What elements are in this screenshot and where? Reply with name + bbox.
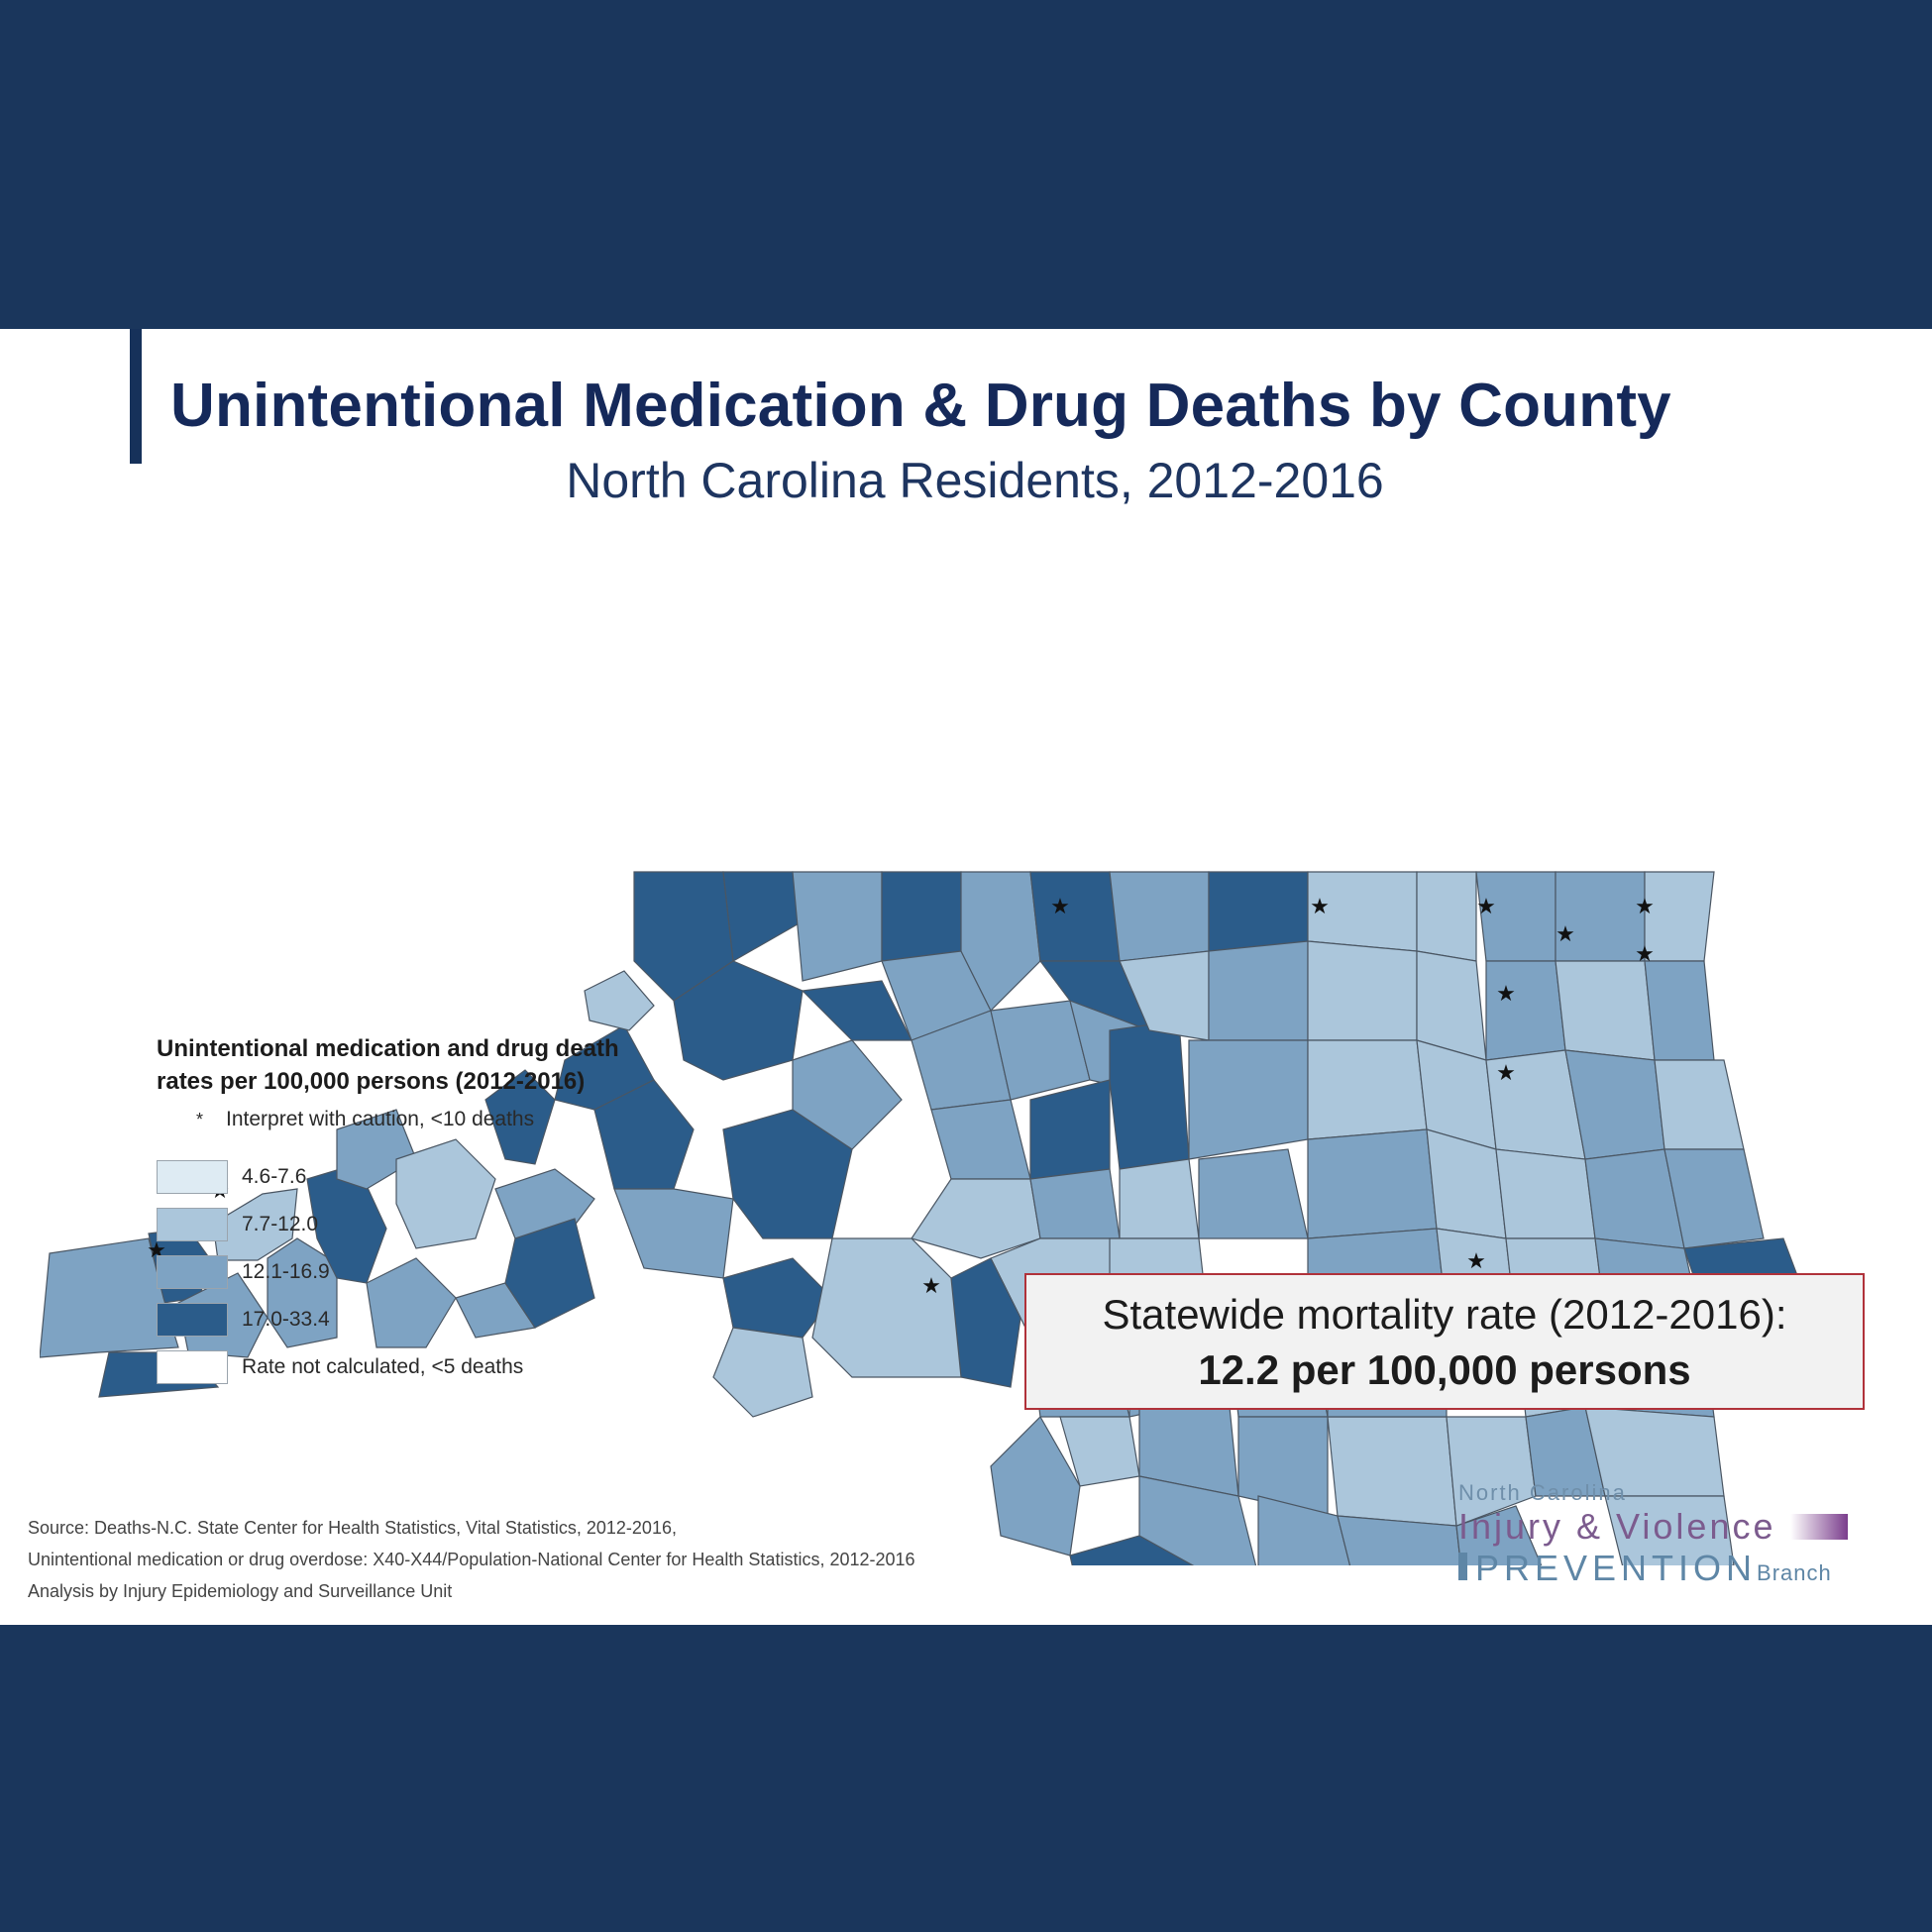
source-line: Analysis by Injury Epidemiology and Surv… — [28, 1581, 453, 1601]
legend-label: 7.7-12.0 — [242, 1213, 319, 1235]
county-region — [1138, 1475, 1257, 1565]
county-region — [990, 1416, 1081, 1556]
county-region — [1644, 960, 1715, 1061]
county-region — [1455, 1505, 1543, 1565]
county-region — [584, 970, 655, 1031]
county-region — [930, 1099, 1031, 1180]
county-region — [1109, 871, 1210, 962]
county-region — [593, 1079, 695, 1190]
logo-injury-text: Injury & Violence — [1458, 1506, 1776, 1547]
county-region — [1555, 960, 1656, 1061]
county-region — [1644, 871, 1715, 962]
logo-line-prevention: PREVENTION Branch — [1458, 1548, 1924, 1589]
caution-star-icon: ★ — [1466, 1249, 1486, 1274]
legend-swatch — [157, 1160, 228, 1194]
caution-star-icon: ★ — [921, 1274, 941, 1299]
county-region — [960, 871, 1041, 1013]
source-line: Unintentional medication or drug overdos… — [28, 1550, 915, 1569]
caution-star-icon: ★ — [1556, 922, 1575, 947]
county-region — [1198, 1148, 1309, 1239]
county-region — [1307, 1039, 1428, 1140]
legend-swatch — [157, 1303, 228, 1337]
logo-line-injury: Injury & Violence — [1458, 1506, 1924, 1548]
legend-swatch — [157, 1350, 228, 1384]
caution-star-icon: ★ — [1635, 942, 1655, 967]
legend-label: 4.6-7.6 — [242, 1165, 307, 1188]
logo-line-state: North Carolina — [1458, 1480, 1627, 1505]
county-region — [1604, 1495, 1735, 1565]
county-region — [1307, 940, 1418, 1041]
logo-branch-text: Branch — [1757, 1560, 1832, 1585]
caution-star-icon: ★ — [1496, 1061, 1516, 1086]
county-region — [366, 1257, 457, 1348]
legend-item: 17.0-33.4 — [157, 1296, 771, 1343]
county-region — [1327, 1416, 1457, 1527]
county-region — [712, 1327, 813, 1418]
logo-prevention-text: PREVENTION — [1475, 1548, 1758, 1588]
statewide-rate-box: Statewide mortality rate (2012-2016): 12… — [1024, 1273, 1865, 1410]
county-region — [1337, 1515, 1462, 1565]
county-region — [395, 1138, 496, 1249]
legend-label: Rate not calculated, <5 deaths — [242, 1355, 524, 1378]
county-region — [613, 1188, 734, 1279]
page-title: Unintentional Medication & Drug Deaths b… — [170, 372, 1671, 440]
county-region — [1237, 1416, 1329, 1517]
county-region — [1485, 960, 1566, 1061]
county-region — [1208, 871, 1309, 952]
legend-item: 4.6-7.6 — [157, 1153, 771, 1201]
caution-star-icon: ★ — [1496, 982, 1516, 1007]
county-region — [1555, 871, 1646, 962]
source-line: Source: Deaths-N.C. State Center for Hea… — [28, 1518, 677, 1538]
statewide-rate-label: Statewide mortality rate (2012-2016): — [1102, 1291, 1787, 1338]
county-region — [1029, 1079, 1111, 1180]
county-region — [792, 871, 883, 982]
legend-caution-label: Interpret with caution, <10 deaths — [226, 1108, 535, 1130]
logo-mark — [1458, 1553, 1467, 1580]
county-region — [1029, 871, 1121, 962]
slide: Unintentional Medication & Drug Deaths b… — [0, 329, 1932, 1625]
county-region — [1188, 1039, 1309, 1160]
legend-item: 7.7-12.0 — [157, 1201, 771, 1248]
county-region — [1109, 1020, 1190, 1170]
caution-star-icon: ★ — [1635, 895, 1655, 919]
county-region — [911, 1178, 1041, 1259]
county-region — [1069, 1535, 1195, 1565]
county-region — [484, 1069, 556, 1165]
county-region — [1119, 1158, 1200, 1239]
county-region — [881, 871, 962, 962]
county-region — [1664, 1148, 1765, 1249]
page-subtitle: North Carolina Residents, 2012-2016 — [566, 453, 1384, 508]
legend-item: 12.1-16.9 — [157, 1248, 771, 1296]
legend-label: 17.0-33.4 — [242, 1308, 330, 1331]
star-icon: * — [196, 1109, 204, 1129]
legend-item: Rate not calculated, <5 deaths — [157, 1343, 771, 1391]
legend-swatch — [157, 1255, 228, 1289]
county-region — [1416, 871, 1477, 962]
legend-caution-note: * Interpret with caution, <10 deaths — [157, 1108, 771, 1131]
legend-swatch — [157, 1208, 228, 1241]
county-region — [1495, 1148, 1596, 1239]
legend-label: 12.1-16.9 — [242, 1260, 330, 1283]
county-region — [811, 1237, 962, 1378]
title-accent-bar — [130, 329, 142, 464]
caution-star-icon: ★ — [1476, 895, 1496, 919]
source-citation: Source: Deaths-N.C. State Center for Hea… — [28, 1512, 1316, 1607]
county-region — [267, 1237, 338, 1348]
caution-star-icon: ★ — [1050, 895, 1070, 919]
logo-gradient-bar — [1789, 1514, 1848, 1540]
statewide-rate-value: 12.2 per 100,000 persons — [1198, 1346, 1691, 1393]
county-region — [1654, 1059, 1745, 1150]
county-region — [722, 871, 804, 962]
legend-title: Unintentional medication and drug death … — [157, 1035, 619, 1095]
county-region — [1208, 940, 1309, 1041]
county-region — [504, 1218, 595, 1329]
ivpb-logo: North Carolina Injury & Violence PREVENT… — [1458, 1480, 1924, 1599]
county-region — [1029, 1168, 1121, 1239]
map-legend: Unintentional medication and drug death … — [157, 1032, 771, 1391]
county-region — [40, 1237, 179, 1358]
caution-star-icon: ★ — [1310, 895, 1330, 919]
county-region — [1307, 1128, 1438, 1239]
county-region — [792, 1039, 903, 1150]
